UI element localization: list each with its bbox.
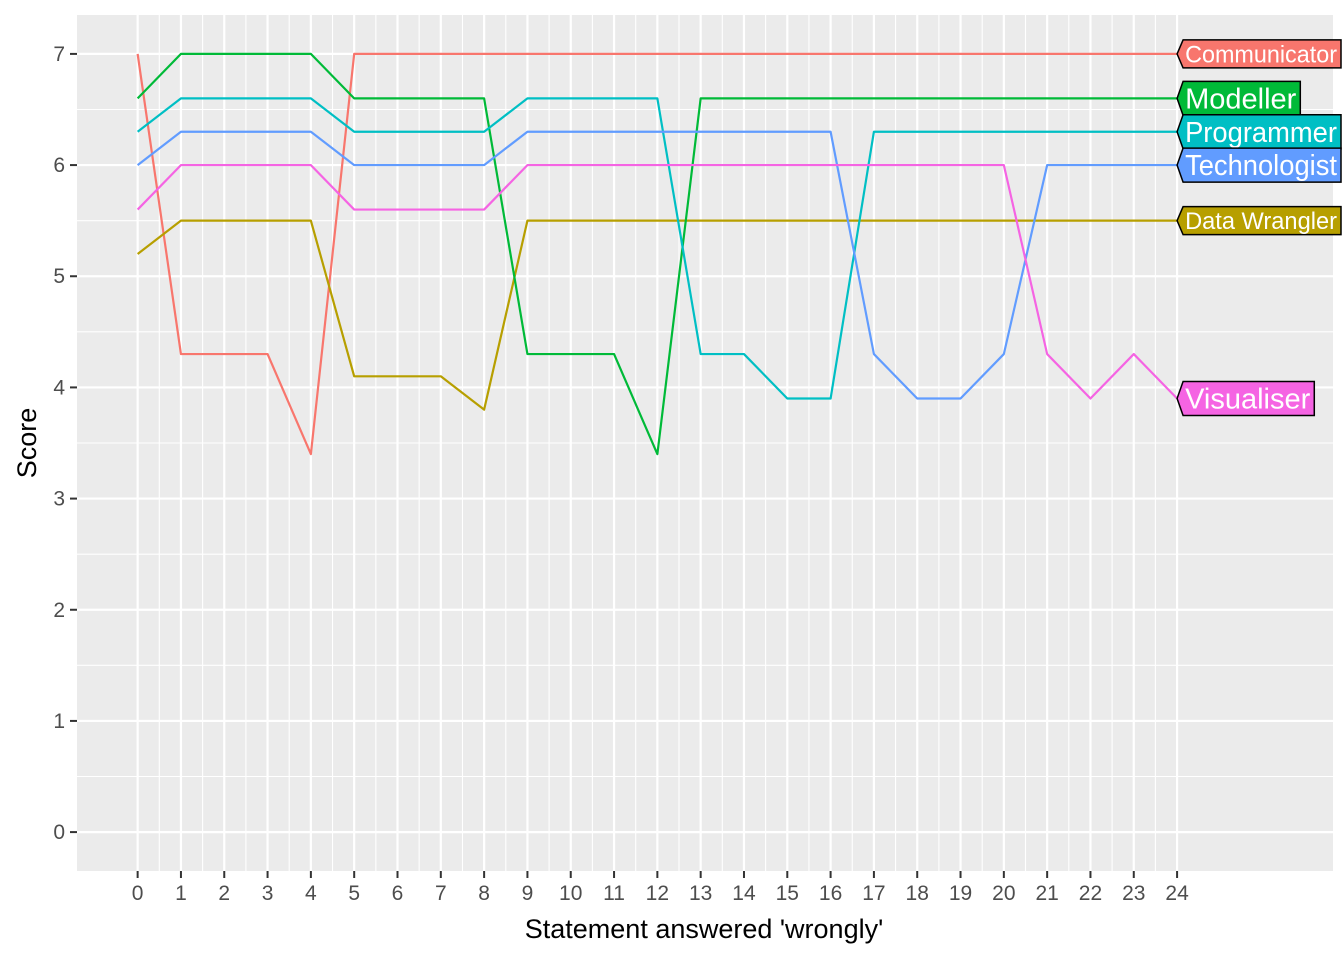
x-tick-label: 1 bbox=[175, 882, 187, 905]
series-lines bbox=[136, 52, 1178, 456]
end-label-text: Programmer bbox=[1185, 117, 1337, 149]
y-tick-label: 1 bbox=[53, 710, 65, 733]
end-label-technologist: Technologist bbox=[1176, 147, 1342, 183]
y-tick-label: 7 bbox=[53, 43, 65, 66]
y-tick-label: 0 bbox=[53, 821, 65, 844]
x-tick-label: 23 bbox=[1122, 882, 1145, 905]
x-tick-label: 17 bbox=[862, 882, 885, 905]
x-tick-label: 11 bbox=[603, 882, 625, 905]
series-line-modeller bbox=[136, 52, 1178, 456]
x-tick-label: 8 bbox=[478, 882, 490, 905]
x-tick-label: 5 bbox=[348, 882, 360, 905]
x-tick-label: 15 bbox=[776, 882, 799, 905]
y-axis: 0 1 2 3 4 5 6 7 bbox=[53, 43, 77, 844]
series-line-programmer bbox=[136, 97, 1178, 400]
end-label-box bbox=[1176, 113, 1342, 150]
grid-minor bbox=[77, 15, 1333, 871]
x-axis: 0 1 2 3 4 5 6 7 8 9 10 11 12 13 14 15 16 17 18 19 20 21 22 23 24 bbox=[132, 871, 1189, 905]
x-tick-label: 4 bbox=[305, 882, 317, 905]
x-axis-title: Statement answered 'wrongly' bbox=[525, 914, 884, 944]
x-tick-label: 18 bbox=[906, 882, 929, 905]
series-line-communicator bbox=[136, 52, 1178, 456]
y-tick-label: 2 bbox=[53, 599, 65, 622]
end-label-communicator: Communicator bbox=[1176, 39, 1342, 69]
x-tick-label: 2 bbox=[218, 882, 230, 905]
end-label-text: Communicator bbox=[1185, 41, 1337, 68]
y-axis-title: Score bbox=[12, 408, 42, 479]
x-tick-label: 9 bbox=[522, 882, 534, 905]
x-tick-label: 13 bbox=[689, 882, 712, 905]
end-label-modeller: Modeller bbox=[1176, 80, 1302, 117]
y-tick-label: 5 bbox=[53, 265, 65, 288]
end-label-text: Technologist bbox=[1185, 150, 1337, 182]
end-labels: Communicator ModellerProgrammerTechnologi… bbox=[1176, 39, 1342, 417]
end-label-text: Modeller bbox=[1185, 84, 1297, 116]
end-label-data-wrangler: Data Wrangler bbox=[1176, 205, 1342, 236]
x-tick-label: 22 bbox=[1079, 882, 1102, 905]
x-tick-label: 7 bbox=[435, 882, 447, 905]
x-tick-label: 24 bbox=[1165, 882, 1189, 905]
end-label-box bbox=[1176, 39, 1342, 69]
x-tick-label: 20 bbox=[992, 882, 1015, 905]
series-line-technologist bbox=[136, 130, 1178, 400]
x-tick-label: 12 bbox=[646, 882, 669, 905]
series-line-data-wrangler bbox=[136, 219, 1178, 411]
end-label-text: Visualiser bbox=[1185, 384, 1311, 416]
x-tick-label: 0 bbox=[132, 882, 144, 905]
x-tick-label: 6 bbox=[392, 882, 404, 905]
x-tick-label: 19 bbox=[949, 882, 972, 905]
end-label-box bbox=[1176, 205, 1342, 236]
end-label-box bbox=[1176, 80, 1302, 117]
x-tick-label: 16 bbox=[819, 882, 842, 905]
end-label-text: Data Wrangler bbox=[1185, 208, 1337, 235]
x-tick-label: 14 bbox=[732, 882, 756, 905]
x-tick-label: 21 bbox=[1035, 882, 1058, 905]
x-tick-label: 3 bbox=[262, 882, 274, 905]
series-line-visualiser bbox=[136, 163, 1178, 400]
x-tick-label: 10 bbox=[559, 882, 582, 905]
end-label-visualiser: Visualiser bbox=[1176, 380, 1316, 417]
end-label-box bbox=[1176, 380, 1316, 417]
y-tick-label: 3 bbox=[53, 488, 65, 511]
y-tick-label: 6 bbox=[53, 154, 65, 177]
y-tick-label: 4 bbox=[53, 376, 65, 399]
end-label-programmer: Programmer bbox=[1176, 113, 1342, 150]
end-label-box bbox=[1176, 147, 1342, 183]
